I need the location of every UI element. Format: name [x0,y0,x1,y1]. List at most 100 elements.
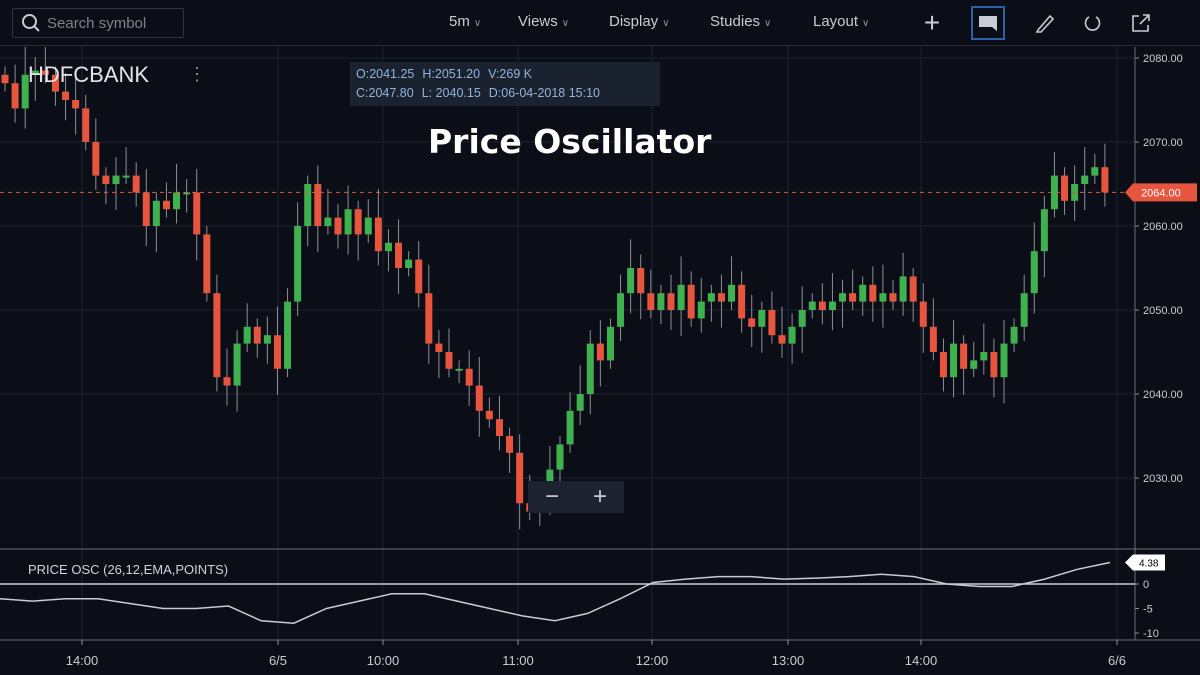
candle [970,360,978,369]
time-tick-label: 6/6 [1108,653,1126,668]
chevron-down-icon: ∨ [561,18,570,29]
undo-icon[interactable] [1076,6,1110,40]
candle [425,293,433,344]
candle [41,70,49,75]
display-menu[interactable]: Display ∨ [609,13,670,30]
candle [707,293,715,302]
candle [778,335,786,344]
low-value: L: 2040.15 [421,86,481,100]
candle [637,268,645,294]
candle [596,343,604,361]
views-menu[interactable]: Views ∨ [518,13,569,30]
candle [889,293,897,302]
menu-label: Layout [813,13,859,30]
candle [405,259,413,268]
candle [939,352,947,378]
candle [516,452,524,504]
candle [354,209,362,235]
ohlc-readout: O:2041.25 H:2051.20 V:269 K C:2047.80 L: 20… [350,62,660,106]
candle [72,100,80,109]
candle [758,310,766,327]
candle [647,293,655,310]
price-tick-label: 2050.00 [1143,305,1183,317]
candle [122,175,130,178]
candle [193,192,201,235]
oscillator-line [0,561,1111,624]
search-input[interactable]: Search symbol [12,8,184,38]
chevron-down-icon: ∨ [473,18,482,29]
candle [82,108,90,142]
symbol-name: HDFCBANK [28,62,150,87]
candle [162,200,170,210]
layout-menu[interactable]: Layout ∨ [813,13,869,30]
candle [132,175,140,193]
candle [990,352,998,378]
candle [576,394,584,411]
candle [768,310,776,336]
price-tick-label: 2080.00 [1143,53,1183,65]
osc-tick-label: 0 [1143,579,1149,591]
candle [213,293,221,378]
volume-value: V:269 K [488,67,533,81]
menu-label: 5m [449,13,470,30]
plus-icon[interactable]: + [923,7,941,38]
candle [667,293,675,310]
candle [586,343,594,394]
candle [728,284,736,302]
toolbar: Search symbol 5m ∨ Views ∨ Display ∨ Studie… [0,0,1200,46]
candle [849,293,857,302]
candle [233,343,241,386]
time-tick-label: 12:00 [636,653,669,668]
candle [657,293,665,310]
osc-tick-label: -5 [1143,604,1153,616]
candle [314,184,322,226]
candle [909,276,917,302]
pencil-icon[interactable] [1028,6,1062,40]
candle [142,192,150,226]
candle [828,301,836,310]
candle [384,242,392,252]
candle [1061,175,1069,201]
zoom-in-button[interactable]: + [592,483,607,510]
time-tick-label: 14:00 [66,653,99,668]
candle [980,352,988,361]
zoom-out-button[interactable]: − [544,483,559,510]
candle [485,410,493,420]
candle [506,436,514,453]
candle [1000,343,1008,378]
candle [748,318,756,327]
candle [1030,251,1038,294]
share-icon[interactable] [1124,6,1158,40]
price-tick-label: 2060.00 [1143,221,1183,233]
chevron-down-icon: ∨ [662,18,670,29]
osc-tick-label: -10 [1143,628,1159,640]
more-vertical-icon[interactable]: ⋮ [188,64,206,84]
candle [738,284,746,319]
candle [294,226,302,302]
candle [324,217,332,226]
menu-label: Display [609,13,659,30]
time-tick-label: 13:00 [772,653,805,668]
candle [1050,175,1058,210]
zoom-controls: − + [528,481,624,513]
studies-menu[interactable]: Studies ∨ [710,13,771,30]
candle [798,310,806,327]
menu-label: Views [518,13,558,30]
candle [697,301,705,319]
candle [243,326,251,344]
candle [687,284,695,319]
candle [92,142,100,176]
candle [183,192,191,195]
time-tick-label: 14:00 [905,653,938,668]
candle [102,175,110,184]
osc-value-badge [1125,554,1165,571]
candle [869,284,877,302]
comment-icon[interactable] [971,6,1005,40]
time-tick-label: 10:00 [367,653,400,668]
chart-area[interactable]: 2080.00 2070.00 2060.00 2050.00 2040.00 2030.… [0,47,1200,675]
candle [1040,209,1048,252]
candle [839,293,847,302]
interval-menu[interactable]: 5m ∨ [449,13,481,30]
candle [475,385,483,411]
chevron-down-icon: ∨ [862,18,870,29]
